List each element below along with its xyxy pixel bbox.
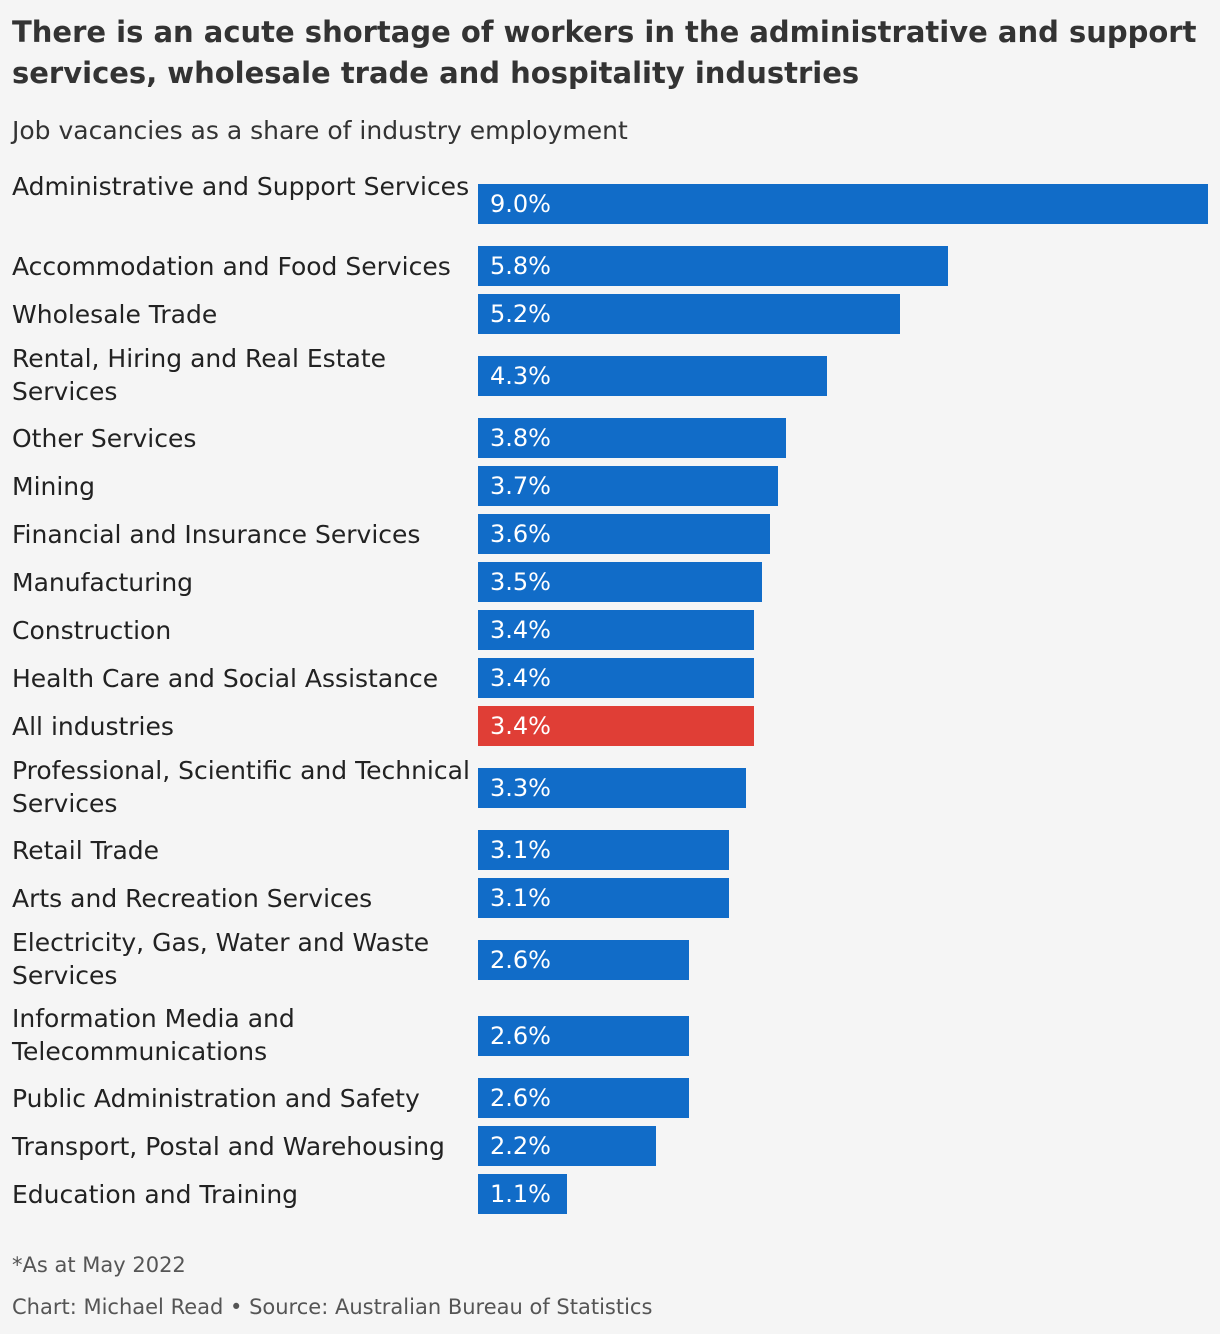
bar: 4.3%: [478, 356, 827, 396]
data-label: 2.6%: [490, 946, 551, 974]
data-label: 5.2%: [490, 300, 551, 328]
bar: 3.8%: [478, 418, 786, 458]
bar: 3.1%: [478, 878, 729, 918]
data-label: 3.4%: [490, 616, 551, 644]
chart-title: There is an acute shortage of workers in…: [12, 15, 1197, 90]
data-label: 3.8%: [490, 424, 551, 452]
category-label: Other Services: [12, 424, 197, 453]
data-label: 1.1%: [490, 1180, 551, 1208]
category-label: Financial and Insurance Services: [12, 520, 421, 549]
bar: 3.4%: [478, 610, 754, 650]
bar: 2.2%: [478, 1126, 656, 1166]
source-credit: Chart: Michael Read • Source: Australian…: [12, 1295, 653, 1319]
bar: 5.8%: [478, 246, 948, 286]
data-label: 2.2%: [490, 1132, 551, 1160]
data-label: 9.0%: [490, 190, 551, 218]
bar: 1.1%: [478, 1174, 567, 1214]
data-label: 3.1%: [490, 836, 551, 864]
category-label: Health Care and Social Assistance: [12, 664, 439, 693]
category-label: Rental, Hiring and Real Estate Services: [12, 344, 387, 406]
bar: 5.2%: [478, 294, 900, 334]
bar: 3.6%: [478, 514, 770, 554]
category-label: Administrative and Support Services: [12, 172, 470, 201]
category-label: Manufacturing: [12, 568, 194, 597]
category-label: Electricity, Gas, Water and Waste Servic…: [12, 928, 430, 990]
chart-subtitle: Job vacancies as a share of industry emp…: [12, 116, 628, 145]
data-label: 3.3%: [490, 774, 551, 802]
data-label: 2.6%: [490, 1022, 551, 1050]
data-label: 3.1%: [490, 884, 551, 912]
data-label: 4.3%: [490, 362, 551, 390]
category-label: Mining: [12, 472, 96, 501]
category-label: All industries: [12, 712, 174, 741]
data-label: 2.6%: [490, 1084, 551, 1112]
category-label: Education and Training: [12, 1180, 299, 1209]
bar: 9.0%: [478, 184, 1208, 224]
data-label: 3.7%: [490, 472, 551, 500]
bar: 2.6%: [478, 940, 689, 980]
category-label: Retail Trade: [12, 836, 160, 865]
category-label: Information Media and Telecommunications: [12, 1004, 295, 1066]
bar: 3.3%: [478, 768, 746, 808]
bar: 3.5%: [478, 562, 762, 602]
category-label: Professional, Scientific and Technical S…: [12, 756, 470, 818]
category-label: Wholesale Trade: [12, 300, 218, 329]
category-label: Public Administration and Safety: [12, 1084, 420, 1113]
bar: 3.7%: [478, 466, 778, 506]
bar: 2.6%: [478, 1078, 689, 1118]
bar: 3.1%: [478, 830, 729, 870]
data-label: 3.5%: [490, 568, 551, 596]
category-label: Transport, Postal and Warehousing: [12, 1132, 445, 1161]
category-label: Accommodation and Food Services: [12, 252, 451, 281]
data-label: 3.4%: [490, 664, 551, 692]
data-label: 5.8%: [490, 252, 551, 280]
bar-highlight: 3.4%: [478, 706, 754, 746]
data-label: 3.4%: [490, 712, 551, 740]
footnote: *As at May 2022: [12, 1253, 186, 1277]
category-label: Construction: [12, 616, 172, 645]
data-label: 3.6%: [490, 520, 551, 548]
bar: 2.6%: [478, 1016, 689, 1056]
category-label: Arts and Recreation Services: [12, 884, 373, 913]
bar: 3.4%: [478, 658, 754, 698]
